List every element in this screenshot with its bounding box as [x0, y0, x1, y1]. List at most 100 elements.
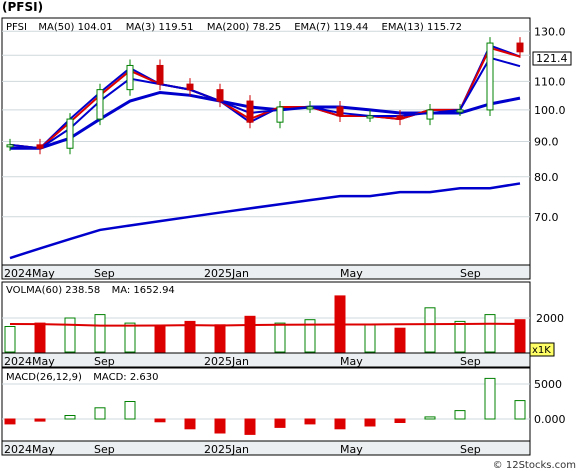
candle-body [396, 115, 404, 120]
volume-legend: VOLMA(60) 238.58 MA: 1652.94 [6, 285, 175, 296]
volume-bar [4, 326, 16, 353]
series-line-ema-13- [9, 56, 521, 150]
macd-bar [94, 407, 106, 420]
x-axis-label: May [340, 267, 363, 280]
legend-entry: MA(200) 78.25 [207, 22, 281, 33]
x-axis-label: Sep [460, 443, 481, 456]
candle-body [336, 106, 344, 117]
x-axis-label: Sep [460, 355, 481, 368]
x-axis-band-price [1, 264, 531, 280]
legend-entry: MA(50) 104.01 [38, 22, 112, 33]
candle-body [246, 100, 254, 123]
candle-body [36, 144, 44, 149]
macd-bar [274, 418, 286, 428]
macd-bar [154, 418, 166, 423]
price-tick-label: 80.0 [534, 171, 559, 184]
x-axis-label: 2024May [4, 267, 55, 280]
chart-title: (PFSI) [2, 0, 44, 14]
volume-bar [304, 319, 316, 353]
macd-bar [424, 416, 436, 420]
macd-tick-label: 0.000 [534, 413, 566, 426]
price-lines [6, 37, 524, 260]
x-axis-label: 2025Jan [204, 443, 249, 456]
volume-bar [364, 324, 376, 353]
volume-bar [94, 314, 106, 353]
macd-bar [124, 401, 136, 420]
x-axis-band-volume [1, 352, 531, 368]
price-legend: PFSI MA(50) 104.01 MA(3) 119.51 MA(200) 78.… [6, 22, 462, 33]
volume-x-labels: 2024May Sep 2025Jan May Sep [4, 355, 481, 368]
volume-bar [274, 322, 286, 353]
macd-bar [214, 418, 226, 434]
volume-bar [64, 317, 76, 353]
price-tick-label: 100.0 [534, 104, 566, 117]
macd-grid [2, 383, 530, 420]
volume-bar [124, 322, 136, 353]
volume-bar [214, 324, 226, 353]
last-price-tag-box [532, 51, 572, 66]
x-axis-label: Sep [94, 267, 115, 280]
candle-body [306, 106, 314, 110]
macd-tick-label: 5000 [534, 378, 562, 391]
x-axis-label: 2025Jan [204, 267, 249, 280]
volume-bar [244, 315, 256, 353]
x-axis-label: May [340, 443, 363, 456]
legend-entry: MA(3) 119.51 [126, 22, 194, 33]
candle-body [366, 115, 374, 119]
legend-entry: VOLMA(60) 238.58 [6, 285, 100, 296]
macd-x-labels: 2024May Sep 2025Jan May Sep [4, 443, 481, 456]
macd-bar [454, 410, 466, 420]
last-price-tag: 121.4 [536, 52, 568, 65]
macd-bar [34, 418, 46, 422]
macd-bar [364, 418, 376, 427]
macd-bars [4, 377, 526, 435]
price-tick-label: 70.0 [534, 211, 559, 224]
x-axis-label: 2024May [4, 355, 55, 368]
price-tick-label: 90.0 [534, 136, 559, 149]
macd-bar [4, 418, 16, 425]
macd-bar [484, 377, 496, 420]
legend-entry: EMA(7) 119.44 [294, 22, 368, 33]
macd-panel-frame [1, 367, 531, 442]
macd-legend: MACD(26,12,9) MACD: 2.630 [6, 372, 158, 383]
candle-body [126, 64, 134, 91]
volume-bar [394, 327, 406, 353]
x-axis-label: Sep [460, 267, 481, 280]
candle-body [426, 109, 434, 120]
volume-unit-label: x1K [532, 345, 551, 356]
legend-entry: MA: 1652.94 [112, 285, 175, 296]
price-tick-label: 130.0 [534, 25, 566, 38]
legend-entry: EMA(13) 115.72 [382, 22, 462, 33]
x-axis-label: 2024May [4, 443, 55, 456]
candle-body [156, 64, 164, 85]
volume-bar [154, 326, 166, 353]
series-line-ma-200- [9, 182, 521, 260]
x-axis-label: Sep [94, 355, 115, 368]
watermark: © 12Stocks.com [492, 460, 576, 471]
volume-bar [484, 314, 496, 353]
volume-bar [184, 320, 196, 353]
macd-bar [394, 418, 406, 423]
volume-bars [4, 295, 526, 353]
volume-bar [454, 320, 466, 353]
macd-tick-labels: 0.000 5000 [534, 378, 566, 426]
volume-bar [514, 319, 526, 353]
series-line-ema-7- [9, 46, 521, 150]
volume-ma-line [9, 322, 521, 327]
candle-body [6, 144, 14, 148]
volume-bar [34, 322, 46, 353]
macd-bar [514, 400, 526, 420]
volume-tick-label: 2000 [536, 312, 564, 325]
volume-tick-labels: 2000 [536, 312, 564, 325]
volume-unit-box [529, 342, 555, 357]
x-axis-label: Sep [94, 443, 115, 456]
macd-bar [244, 418, 256, 435]
x-axis-label: May [340, 355, 363, 368]
x-axis-band-macd [1, 440, 531, 456]
macd-bar [64, 415, 76, 420]
candle-body [216, 89, 224, 102]
candle-body [456, 109, 464, 113]
candle-body [186, 83, 194, 91]
volume-bar [424, 307, 436, 353]
